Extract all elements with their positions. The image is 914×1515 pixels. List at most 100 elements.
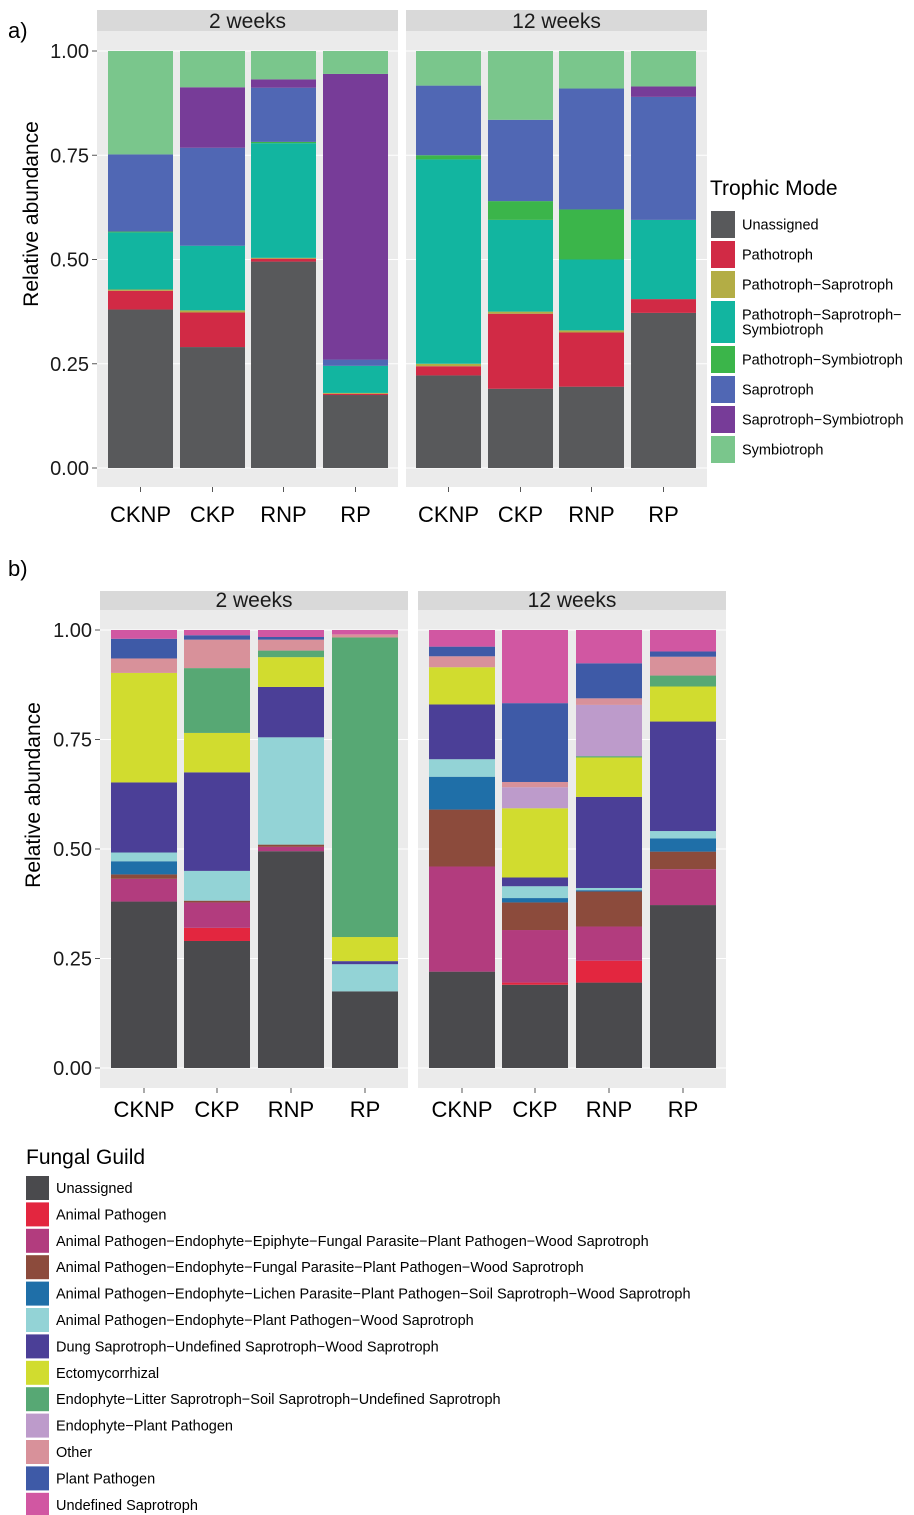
panel-a-bar-segment bbox=[251, 79, 316, 88]
panel-a-facet-label: 2 weeks bbox=[209, 10, 286, 33]
panel-b-bar-segment bbox=[332, 637, 398, 938]
panel-b-bar-segment bbox=[502, 703, 568, 782]
panel-b-bar-segment bbox=[502, 877, 568, 887]
panel-a-x-tick-label: RNP bbox=[260, 502, 306, 527]
panel-b-facet-strip bbox=[100, 591, 408, 610]
panel-b-x-tick-label: CKP bbox=[512, 1097, 557, 1122]
panel-a-legend-label: Pathotroph−Symbiotroph bbox=[742, 353, 903, 369]
panel-a-x-tick-label: CKNP bbox=[418, 502, 479, 527]
panel-b-bar-segment bbox=[184, 772, 250, 871]
panel-a-bar-segment bbox=[251, 87, 316, 142]
panel-b-legend-label: Animal Pathogen−Endophyte−Epiphyte−Funga… bbox=[56, 1234, 649, 1250]
panel-b-legend-label: Animal Pathogen−Endophyte−Fungal Parasit… bbox=[56, 1260, 584, 1276]
panel-a-bar-segment bbox=[488, 311, 553, 314]
panel-b-bar-segment bbox=[184, 635, 250, 640]
panel-b-bar-segment bbox=[184, 668, 250, 733]
panel-b-bar-segment bbox=[258, 846, 324, 852]
panel-b-legend-title: Fungal Guild bbox=[26, 1146, 145, 1169]
panel-a-bar-segment bbox=[180, 347, 245, 468]
panel-a-bar-segment bbox=[108, 290, 173, 310]
panel-b-bar-segment bbox=[429, 759, 495, 777]
panel-a-bar-segment bbox=[251, 257, 316, 259]
panel-a-bar-segment bbox=[559, 51, 624, 89]
panel-a-y-tick-label: 0.75 bbox=[50, 145, 89, 167]
panel-b-bar-segment bbox=[429, 866, 495, 972]
panel-b-bar-segment bbox=[429, 656, 495, 668]
panel-a-legend-key bbox=[711, 436, 735, 463]
panel-b-x-tick-label: RNP bbox=[586, 1097, 632, 1122]
panel-b-y-tick-label: 1.00 bbox=[53, 620, 92, 642]
panel-b-bar-segment bbox=[184, 630, 250, 636]
panel-b-legend-label: Plant Pathogen bbox=[56, 1471, 155, 1487]
panel-b-legend-label: Ectomycorrhizal bbox=[56, 1366, 159, 1382]
panel-b-bar-segment bbox=[258, 657, 324, 687]
panel-b-legend-key bbox=[26, 1202, 49, 1227]
panel-a-legend-label: Saprotroph−Symbiotroph bbox=[742, 413, 904, 429]
panel-b-bar-segment bbox=[576, 890, 642, 892]
panel-a-bar-segment bbox=[488, 119, 553, 202]
panel-b-bar-segment bbox=[184, 902, 250, 928]
panel-a-bar-segment bbox=[323, 365, 388, 393]
panel-a-x-tick-label: RP bbox=[648, 502, 679, 527]
panel-a-bar-segment bbox=[323, 73, 388, 360]
panel-b-legend-key bbox=[26, 1281, 49, 1306]
panel-a-bar-segment bbox=[416, 366, 481, 376]
panel-a-bar-segment bbox=[416, 375, 481, 468]
panel-b-bar-segment bbox=[429, 630, 495, 647]
panel-a-bar-segment bbox=[108, 51, 173, 155]
panel-b-y-tick-label: 0.75 bbox=[53, 730, 92, 752]
panel-a-legend-key bbox=[711, 376, 735, 403]
panel-b-bar-segment bbox=[184, 870, 250, 901]
panel-b-bar-segment bbox=[111, 638, 177, 659]
panel-b-bar-segment bbox=[502, 781, 568, 788]
panel-b-bar-segment bbox=[111, 672, 177, 783]
panel-b-legend-label: Animal Pathogen−Endophyte−Lichen Parasit… bbox=[56, 1287, 691, 1303]
panel-b-bar-segment bbox=[576, 982, 642, 1068]
panel-b-legend-key bbox=[26, 1387, 49, 1412]
panel-b-bar-segment bbox=[111, 861, 177, 875]
panel-a-bar-segment bbox=[323, 395, 388, 468]
panel-a-bar-segment bbox=[559, 386, 624, 468]
panel-a-bar-segment bbox=[108, 309, 173, 468]
panel-b-bar-segment bbox=[184, 900, 250, 903]
panel-b-bar-segment bbox=[502, 787, 568, 809]
panel-b-legend-label: Endophyte−Plant Pathogen bbox=[56, 1419, 233, 1435]
panel-b-facet-label: 12 weeks bbox=[528, 589, 617, 612]
panel-b-bar-segment bbox=[332, 937, 398, 962]
panel-b-x-tick-label: RP bbox=[350, 1097, 381, 1122]
panel-b-y-tick-label: 0.25 bbox=[53, 949, 92, 971]
panel-a-bar-segment bbox=[631, 96, 696, 220]
panel-b-x-tick-label: CKNP bbox=[113, 1097, 174, 1122]
panel-b-bar-segment bbox=[111, 782, 177, 853]
panel-b-legend-label: Undefined Saprotroph bbox=[56, 1498, 198, 1514]
panel-b-bar-segment bbox=[332, 991, 398, 1068]
panel-a-bar-segment bbox=[180, 312, 245, 348]
panel-b-facet-strip bbox=[418, 591, 726, 610]
panel-a-bar-segment bbox=[180, 147, 245, 246]
panel-b-legend-label: Endophyte−Litter Saprotroph−Soil Saprotr… bbox=[56, 1392, 501, 1408]
panel-b-legend-key bbox=[26, 1308, 49, 1332]
panel-a-bar-segment bbox=[180, 310, 245, 313]
panel-a-bar-segment bbox=[251, 51, 316, 80]
panel-a-legend-key bbox=[711, 211, 735, 238]
panel-b-bar-segment bbox=[650, 831, 716, 839]
panel-a-y-tick-label: 1.00 bbox=[50, 41, 89, 63]
panel-a-y-axis-label: Relative abundance bbox=[20, 121, 43, 307]
panel-b-bar-segment bbox=[576, 796, 642, 888]
panel-a-bar-segment bbox=[488, 219, 553, 312]
panel-a-facet-strip bbox=[97, 10, 398, 31]
panel-a-bar-segment bbox=[488, 51, 553, 120]
panel-a-bar-segment bbox=[323, 51, 388, 74]
panel-b-legend-key bbox=[26, 1176, 49, 1200]
panel-b-bar-segment bbox=[502, 902, 568, 931]
panel-a-bar-segment bbox=[559, 332, 624, 387]
panel-a-y-tick-label: 0.00 bbox=[50, 458, 89, 480]
panel-a-bar-segment bbox=[631, 86, 696, 97]
panel-b-bar-segment bbox=[111, 852, 177, 862]
panel-b-x-tick-label: RNP bbox=[268, 1097, 314, 1122]
panel-b-y-tick-label: 0.50 bbox=[53, 839, 92, 861]
panel-b-bar-segment bbox=[650, 686, 716, 722]
panel-b-legend-label: Other bbox=[56, 1445, 92, 1461]
panel-b-bar-segment bbox=[111, 658, 177, 673]
